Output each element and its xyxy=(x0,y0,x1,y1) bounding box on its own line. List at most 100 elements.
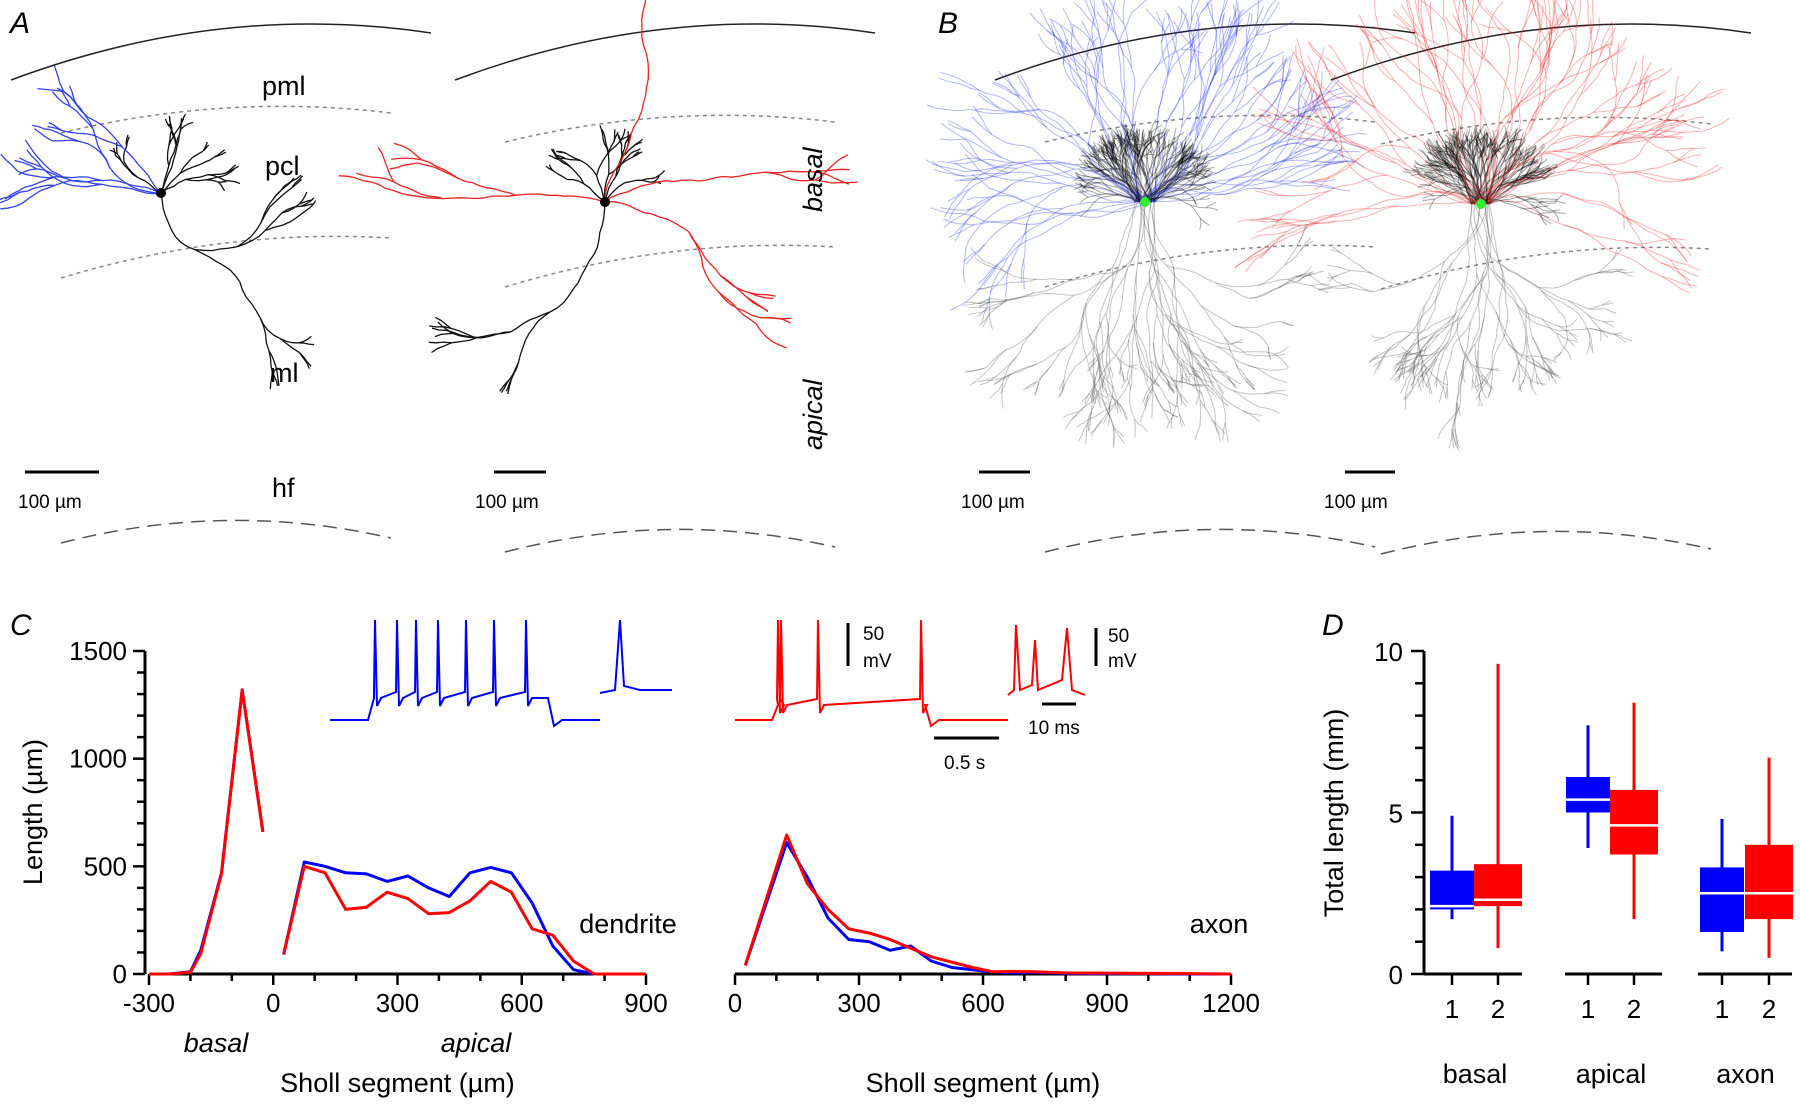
neurite xyxy=(1000,109,1039,112)
neurite xyxy=(1529,0,1531,2)
neurite xyxy=(1454,402,1458,429)
neurite xyxy=(1538,156,1543,166)
neurite xyxy=(1405,336,1428,353)
neurite xyxy=(1460,346,1473,366)
neurite xyxy=(1408,360,1415,372)
neurite xyxy=(1436,154,1449,165)
neurite xyxy=(1477,125,1484,139)
neurite xyxy=(1603,321,1615,328)
neurite xyxy=(1474,132,1479,144)
neurite xyxy=(1061,379,1065,393)
neurite xyxy=(1100,136,1107,146)
neurite xyxy=(1450,155,1460,163)
neurite xyxy=(1331,139,1397,164)
neurite xyxy=(1632,162,1674,173)
neurite xyxy=(1442,0,1445,20)
neurite xyxy=(1540,214,1550,219)
neurite xyxy=(194,249,241,283)
neurite xyxy=(1129,138,1133,157)
neurite xyxy=(1121,141,1130,158)
neurite xyxy=(435,316,452,329)
neurite xyxy=(1461,139,1469,150)
neurite xyxy=(1100,182,1118,188)
neurite xyxy=(978,313,990,326)
neurite xyxy=(213,151,227,158)
neurite xyxy=(1211,180,1271,186)
neurite xyxy=(164,118,172,129)
scale-bar-label: 100 µm xyxy=(18,492,82,513)
neurite xyxy=(1161,174,1179,189)
neurite xyxy=(1346,75,1375,108)
neurite xyxy=(1548,367,1556,375)
neurite xyxy=(1152,155,1157,176)
neurite xyxy=(1654,135,1684,139)
neurite xyxy=(1513,157,1523,162)
neurite xyxy=(1183,156,1192,170)
neurite xyxy=(276,369,280,386)
neurite xyxy=(1095,169,1105,173)
neurite xyxy=(1429,165,1441,168)
neurite xyxy=(988,299,1008,315)
neurite xyxy=(1116,183,1138,203)
neurite xyxy=(1064,365,1077,385)
neurite xyxy=(1105,143,1109,156)
neurite xyxy=(1530,145,1537,157)
neurite xyxy=(1288,109,1314,156)
neurite xyxy=(1556,332,1568,341)
neurite xyxy=(1530,173,1540,180)
neurite xyxy=(1468,138,1475,147)
neurite xyxy=(1358,144,1411,159)
neurite xyxy=(1100,146,1108,154)
neurite xyxy=(1166,378,1175,392)
neurite xyxy=(1436,180,1449,184)
neurite xyxy=(1153,138,1203,203)
neurite xyxy=(989,299,1008,303)
neurite xyxy=(1096,361,1107,396)
neurite xyxy=(1004,72,1020,99)
neurite xyxy=(1194,425,1201,441)
neurite xyxy=(1450,151,1466,160)
neurite xyxy=(171,145,178,168)
neurite xyxy=(1451,402,1458,430)
neurite xyxy=(1234,0,1238,23)
neurite xyxy=(1428,184,1445,192)
neurite xyxy=(1281,53,1294,91)
neurite xyxy=(1527,161,1537,166)
neurite xyxy=(1273,353,1289,368)
neurite xyxy=(1439,316,1459,348)
neurite xyxy=(1242,410,1261,423)
neurite xyxy=(1571,33,1592,83)
neurite xyxy=(1029,12,1056,37)
neurite xyxy=(1619,253,1662,277)
neurite xyxy=(1081,150,1092,160)
neurite xyxy=(1493,157,1503,178)
neurite xyxy=(1206,358,1218,363)
neurite xyxy=(985,349,1007,369)
neurite xyxy=(1467,144,1471,160)
neurite xyxy=(1518,380,1523,393)
neurite xyxy=(0,202,23,210)
neurite xyxy=(1127,201,1146,269)
neurite xyxy=(1196,163,1205,168)
neurite xyxy=(1139,177,1155,203)
neurite xyxy=(1516,196,1535,200)
neurite xyxy=(1045,29,1069,51)
neurite xyxy=(125,134,129,147)
neurite xyxy=(1059,54,1088,87)
neurite xyxy=(1511,193,1532,205)
neurite xyxy=(1586,341,1591,354)
neurite xyxy=(1442,167,1453,177)
neurite xyxy=(1101,193,1119,196)
neurite xyxy=(1099,178,1120,184)
neurite xyxy=(1153,127,1183,203)
neurite xyxy=(1436,364,1440,378)
neurite xyxy=(1023,112,1085,142)
neurite xyxy=(1457,163,1460,182)
neurite xyxy=(1443,166,1457,169)
neurite xyxy=(1313,185,1351,192)
neurite xyxy=(1145,387,1154,409)
neurite xyxy=(1472,381,1483,388)
neurite xyxy=(1413,166,1424,170)
neurite xyxy=(1113,165,1129,181)
neurite xyxy=(1128,314,1134,340)
